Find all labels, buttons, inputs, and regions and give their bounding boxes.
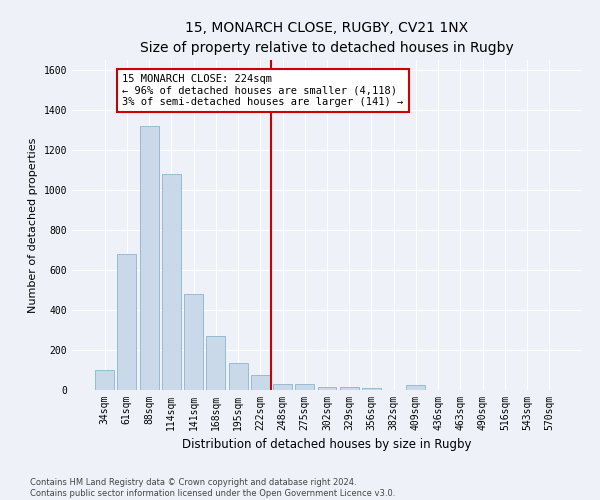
Bar: [340, 387, 359, 390]
Title: 15, MONARCH CLOSE, RUGBY, CV21 1NX
Size of property relative to detached houses : 15, MONARCH CLOSE, RUGBY, CV21 1NX Size …: [140, 21, 514, 54]
Bar: [140, 126, 158, 390]
Bar: [317, 387, 337, 390]
Bar: [229, 363, 248, 390]
Bar: [295, 384, 314, 390]
Text: Contains HM Land Registry data © Crown copyright and database right 2024.
Contai: Contains HM Land Registry data © Crown c…: [30, 478, 395, 498]
Bar: [362, 388, 381, 390]
Bar: [95, 370, 114, 390]
Bar: [184, 294, 203, 390]
Bar: [206, 336, 225, 390]
X-axis label: Distribution of detached houses by size in Rugby: Distribution of detached houses by size …: [182, 438, 472, 452]
Text: 15 MONARCH CLOSE: 224sqm
← 96% of detached houses are smaller (4,118)
3% of semi: 15 MONARCH CLOSE: 224sqm ← 96% of detach…: [122, 74, 404, 107]
Y-axis label: Number of detached properties: Number of detached properties: [28, 138, 38, 312]
Bar: [406, 385, 425, 390]
Bar: [251, 375, 270, 390]
Bar: [273, 384, 292, 390]
Bar: [162, 174, 181, 390]
Bar: [118, 254, 136, 390]
